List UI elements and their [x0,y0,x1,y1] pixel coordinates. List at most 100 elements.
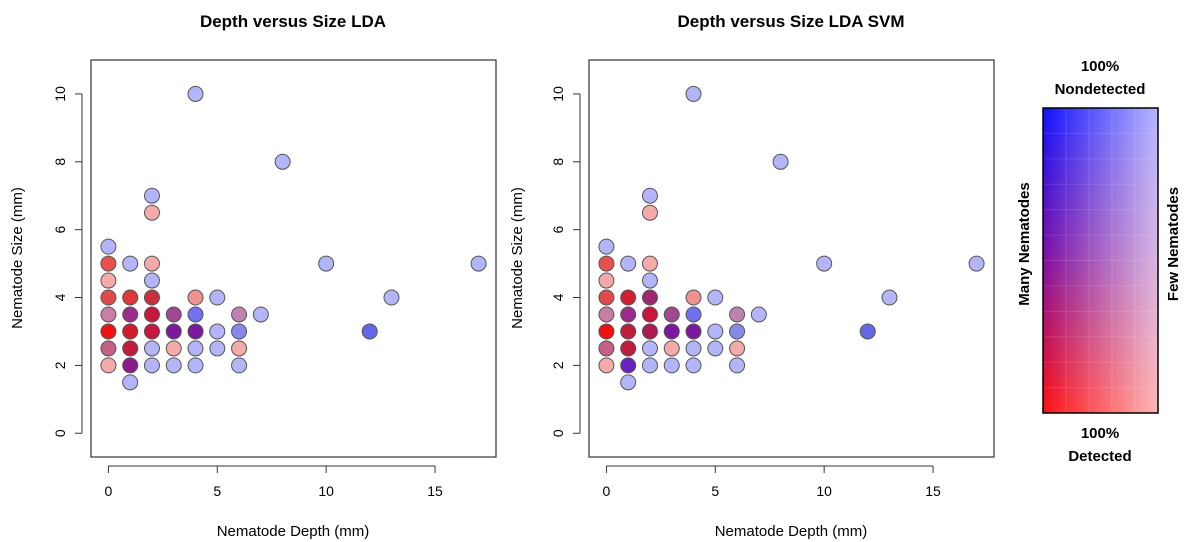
y-tick-label: 2 [550,361,566,369]
legend-left-label: Many Nematodes [1016,182,1033,305]
x-tick-label: 5 [711,483,719,499]
data-point [641,272,658,289]
data-point [685,306,702,323]
legend-bottom-label: Detected [1068,448,1131,465]
legend-top-percent: 100% [1081,58,1119,75]
data-point [729,357,746,374]
data-point [143,357,160,374]
y-tick-label: 0 [52,429,68,437]
data-point [361,323,378,340]
data-point [209,289,226,306]
x-tick-label: 0 [603,483,611,499]
legend-frame [1042,107,1159,414]
data-point [383,289,400,306]
x-tick-label: 10 [318,483,334,499]
legend-grid [1043,108,1158,413]
data-point [122,340,139,357]
y-tick-label: 2 [52,361,68,369]
data-point [143,255,160,272]
data-point [598,306,615,323]
data-point [663,340,680,357]
color-legend: 100% Nondetected 100% Detected Many Nema… [1016,58,1182,465]
data-point [143,272,160,289]
data-point [165,306,182,323]
data-point [641,204,658,221]
data-point [620,289,637,306]
x-tick-label: 10 [816,483,832,499]
data-point [663,357,680,374]
data-point [641,340,658,357]
data-point [231,357,248,374]
x-axis-label: Nematode Depth (mm) [715,523,868,540]
data-point [772,153,789,170]
data-point [598,340,615,357]
legend-bottom-percent: 100% [1081,425,1119,442]
data-point [729,323,746,340]
data-point [187,340,204,357]
points-layer [100,85,487,391]
data-point [750,306,767,323]
y-axis: 0 2 4 6 8 10 [52,86,83,437]
data-point [318,255,335,272]
data-point [729,306,746,323]
data-point [209,340,226,357]
y-tick-label: 8 [52,158,68,166]
x-axis: 0 5 10 15 [603,465,941,499]
data-point [143,323,160,340]
data-point [620,374,637,391]
data-point [100,357,117,374]
data-point [620,306,637,323]
data-point [859,323,876,340]
y-tick-label: 6 [52,226,68,234]
points-layer [598,85,985,391]
data-point [620,323,637,340]
y-tick-label: 0 [550,429,566,437]
data-point [598,289,615,306]
scatter-panel-lda-svm: Depth versus Size LDA SVM Nematode Depth… [509,12,995,540]
data-point [100,306,117,323]
y-axis-label: Nematode Size (mm) [509,187,526,329]
data-point [641,289,658,306]
data-point [100,323,117,340]
data-point [685,289,702,306]
y-tick-label: 10 [52,86,68,102]
data-point [143,340,160,357]
data-point [816,255,833,272]
data-point [598,238,615,255]
data-point [620,340,637,357]
data-point [209,323,226,340]
data-point [187,85,204,102]
data-point [598,255,615,272]
plot-frame [90,59,497,458]
data-point [598,323,615,340]
y-tick-label: 10 [550,86,566,102]
data-point [122,357,139,374]
data-point [968,255,985,272]
chart-title: Depth versus Size LDA [200,12,386,31]
y-tick-label: 6 [550,226,566,234]
x-tick-label: 15 [925,483,941,499]
data-point [100,238,117,255]
data-point [598,357,615,374]
scatter-panel-lda: Depth versus Size LDA Nematode Depth (mm… [9,12,497,540]
y-tick-label: 8 [550,158,566,166]
x-axis: 0 5 10 15 [105,465,443,499]
data-point [165,340,182,357]
data-point [470,255,487,272]
y-axis: 0 2 4 6 8 10 [550,86,581,437]
plot-frame [588,59,995,458]
data-point [641,255,658,272]
data-point [685,357,702,374]
data-point [707,289,724,306]
data-point [187,306,204,323]
data-point [620,357,637,374]
data-point [598,272,615,289]
data-point [641,306,658,323]
data-point [143,187,160,204]
y-axis-label: Nematode Size (mm) [9,187,26,329]
data-point [187,357,204,374]
data-point [100,289,117,306]
legend-fade-overlay [1043,108,1158,413]
data-point [685,340,702,357]
